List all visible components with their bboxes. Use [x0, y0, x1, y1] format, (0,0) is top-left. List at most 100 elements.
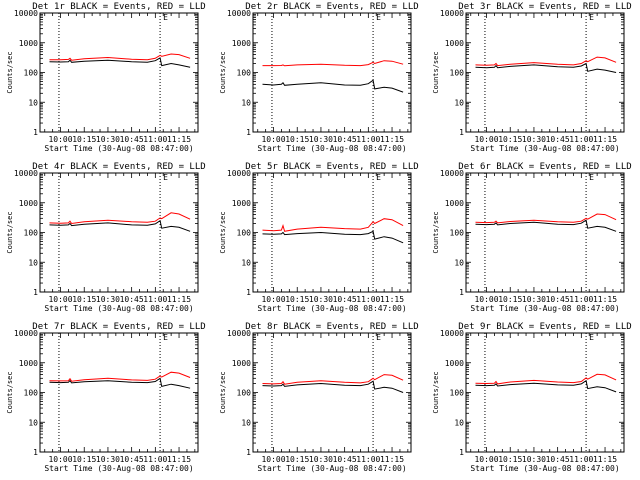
y-tick-label: 10000 [227, 9, 251, 18]
series-line-lld [475, 213, 617, 224]
series-line-lld [262, 218, 404, 232]
y-axis-title: Counts/sec [219, 51, 227, 93]
y-tick-label: 10 [241, 418, 251, 427]
y-tick-label: 1000 [19, 359, 38, 368]
x-tick-label: 10:00 [474, 135, 498, 144]
y-tick-label: 1 [33, 288, 38, 297]
y-tick-label: 1 [33, 128, 38, 137]
x-tick-label: 11:00 [143, 295, 167, 304]
y-tick-label: 10000 [227, 169, 251, 178]
panel-title: Det 9r BLACK = Events, RED = LLD [458, 322, 631, 332]
panel-det-5: Det 5r BLACK = Events, RED = LLD 1 10 100 10… [219, 162, 419, 313]
plot-frame [465, 12, 625, 133]
y-axis-title: Counts/sec [219, 371, 227, 413]
series-line-lld [49, 371, 191, 382]
x-tick-label: 11:00 [569, 295, 593, 304]
series-line-lld [262, 60, 404, 67]
x-tick-label: 10:00 [261, 455, 285, 464]
x-tick-label: 11:00 [356, 455, 380, 464]
plot-frame [39, 172, 199, 293]
panel-det-7: Det 7r BLACK = Events, RED = LLD 1 10 100 10… [6, 322, 206, 473]
panel-det-2: Det 2r BLACK = Events, RED = LLD 1 10 100 10… [219, 2, 419, 153]
series-line-events [49, 219, 191, 232]
event-marker-label: E [589, 13, 594, 22]
panel-title: Det 5r BLACK = Events, RED = LLD [245, 162, 418, 172]
y-tick-label: 1 [459, 288, 464, 297]
panel-det-4: Det 4r BLACK = Events, RED = LLD 1 10 100 10… [6, 162, 206, 313]
x-tick-label: 10:30 [522, 295, 546, 304]
x-tick-label: 10:00 [474, 295, 498, 304]
y-tick-label: 10 [28, 418, 38, 427]
panel-det-6: Det 6r BLACK = Events, RED = LLD 1 10 100 10… [432, 162, 632, 313]
series-line-events [475, 219, 617, 232]
y-tick-label: 1 [33, 448, 38, 457]
x-tick-label: 10:45 [120, 455, 144, 464]
x-tick-label: 10:45 [546, 295, 570, 304]
series-line-events [49, 57, 191, 68]
x-tick-label: 10:15 [72, 135, 96, 144]
y-tick-label: 1 [459, 128, 464, 137]
x-axis-title: Start Time (30-Aug-08 08:47:00) [44, 464, 193, 473]
x-axis-title: Start Time (30-Aug-08 08:47:00) [470, 464, 619, 473]
x-tick-label: 10:45 [333, 455, 357, 464]
event-marker-label: E [589, 173, 594, 182]
y-tick-label: 10 [454, 418, 464, 427]
series-line-lld [475, 373, 617, 385]
y-tick-label: 100 [450, 69, 465, 78]
y-tick-label: 1000 [445, 39, 464, 48]
x-tick-label: 11:15 [593, 135, 617, 144]
x-tick-label: 10:15 [498, 455, 522, 464]
y-tick-label: 1000 [19, 39, 38, 48]
x-tick-label: 10:30 [96, 135, 120, 144]
panel-det-1: Det 1r BLACK = Events, RED = LLD 1 10 100 10… [6, 2, 206, 153]
y-tick-label: 10000 [440, 9, 464, 18]
panel-det-3: Det 3r BLACK = Events, RED = LLD 1 10 100 10… [432, 2, 632, 153]
y-tick-label: 10000 [440, 329, 464, 338]
x-tick-label: 10:15 [72, 295, 96, 304]
x-tick-label: 10:00 [48, 455, 72, 464]
y-axis-title: Counts/sec [432, 211, 440, 253]
y-tick-label: 10 [28, 98, 38, 107]
y-tick-label: 100 [237, 229, 252, 238]
x-tick-label: 11:15 [380, 295, 404, 304]
x-tick-label: 11:00 [143, 135, 167, 144]
x-tick-label: 10:45 [333, 295, 357, 304]
y-tick-label: 100 [24, 389, 39, 398]
x-tick-label: 10:15 [498, 135, 522, 144]
panel-title: Det 1r BLACK = Events, RED = LLD [32, 2, 205, 12]
y-tick-label: 1 [246, 288, 251, 297]
x-tick-label: 11:00 [143, 455, 167, 464]
y-tick-label: 100 [237, 69, 252, 78]
y-axis-title: Counts/sec [432, 51, 440, 93]
y-tick-label: 10000 [440, 169, 464, 178]
y-tick-label: 1000 [232, 359, 251, 368]
y-axis-title: Counts/sec [6, 371, 14, 413]
series-line-lld [49, 53, 191, 61]
plot-frame [465, 332, 625, 453]
panel-det-9: Det 9r BLACK = Events, RED = LLD 1 10 100 10… [432, 322, 632, 473]
x-tick-label: 10:30 [96, 455, 120, 464]
x-axis-title: Start Time (30-Aug-08 08:47:00) [257, 144, 406, 153]
panel-title: Det 4r BLACK = Events, RED = LLD [32, 162, 205, 172]
panel-title: Det 3r BLACK = Events, RED = LLD [458, 2, 631, 12]
x-tick-label: 11:15 [167, 295, 191, 304]
plot-frame [252, 332, 412, 453]
x-tick-label: 11:00 [569, 135, 593, 144]
y-axis-title: Counts/sec [219, 211, 227, 253]
y-tick-label: 1 [459, 448, 464, 457]
plot-frame [39, 12, 199, 133]
x-axis-title: Start Time (30-Aug-08 08:47:00) [257, 464, 406, 473]
x-tick-label: 10:45 [546, 135, 570, 144]
panel-title: Det 7r BLACK = Events, RED = LLD [32, 322, 205, 332]
x-tick-label: 11:15 [593, 295, 617, 304]
x-tick-label: 10:45 [333, 135, 357, 144]
y-tick-label: 100 [24, 69, 39, 78]
x-tick-label: 10:45 [120, 135, 144, 144]
series-line-events [49, 377, 191, 389]
x-tick-label: 10:15 [285, 455, 309, 464]
series-line-events [475, 62, 617, 73]
x-tick-label: 11:15 [593, 455, 617, 464]
y-tick-label: 100 [450, 389, 465, 398]
x-tick-label: 11:00 [569, 455, 593, 464]
